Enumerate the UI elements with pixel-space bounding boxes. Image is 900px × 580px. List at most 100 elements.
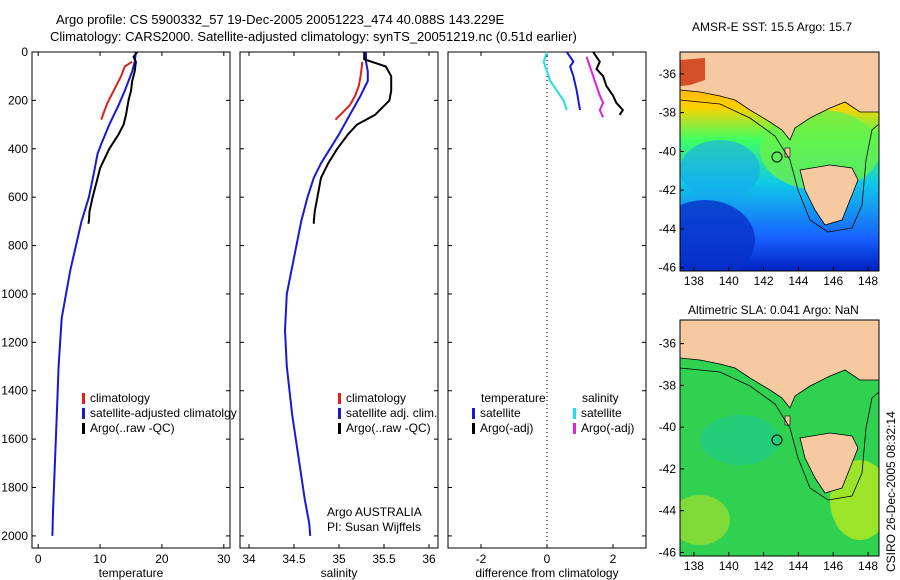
y-tick-label: 800 (8, 239, 28, 253)
legend-label: satellite adj. clim. (346, 406, 438, 420)
lat-tick-label: -36 (659, 67, 677, 81)
shelf-contour (680, 99, 879, 233)
shelf-contour-2 (680, 367, 879, 501)
legend-swatch-black (472, 423, 475, 434)
lon-tick-label: 138 (684, 559, 704, 573)
y-tick-label: 1400 (1, 384, 28, 398)
mainland-land-2 (680, 320, 879, 409)
lon-tick-label: 146 (823, 274, 843, 288)
lat-tick-label: -36 (659, 337, 677, 351)
lon-tick-label: 138 (684, 274, 704, 288)
x-tick-label: 34 (242, 552, 256, 566)
legend-label: Argo(-adj) (480, 421, 534, 435)
y-tick-label: 200 (8, 93, 28, 107)
tasmania-land (799, 164, 859, 226)
sst-cool-patch (680, 200, 755, 271)
lat-tick-label: -46 (659, 545, 677, 559)
lat-tick-label: -44 (659, 504, 677, 518)
legend-label: climatology (346, 391, 407, 405)
lat-tick-label: -40 (659, 144, 677, 158)
sla-map (680, 320, 879, 556)
legend-label: satellite-adjusted climatolgy (90, 406, 237, 420)
difference-temp-header: temperature (481, 391, 546, 405)
legend-label: climatology (90, 391, 151, 405)
lon-tick-label: 148 (858, 559, 878, 573)
legend-item-climatology: climatology (338, 391, 437, 406)
argo-note-line2: PI: Susan Wijffels (327, 520, 421, 534)
lat-tick-label: -42 (659, 462, 677, 476)
series-line-salinity-argo-adj- (585, 56, 605, 118)
lat-tick-label: -38 (659, 106, 677, 120)
legend-item-sal-argo: Argo(-adj) (573, 421, 634, 436)
legend-label: Argo(-adj) (581, 421, 635, 435)
sst-mid-patch (680, 140, 760, 200)
sla-teal-patch (700, 415, 780, 465)
legend-item-temp-satellite: satellite (472, 406, 546, 421)
csiro-timestamp: CSIRO 26-Dec-2005 08:32:14 (884, 411, 898, 572)
legend-swatch-blue (82, 408, 85, 419)
float-position-marker (771, 151, 783, 163)
legend-swatch-magenta (573, 423, 576, 434)
y-tick-label: 1800 (1, 481, 28, 495)
series-line-argo-raw-qc- (312, 52, 393, 224)
series-line-climatology (334, 61, 364, 121)
sla-yellow-patch-2 (680, 495, 730, 545)
x-tick-label: 10 (93, 552, 107, 566)
lon-tick-label: 146 (823, 559, 843, 573)
lon-tick-label: 144 (788, 559, 808, 573)
argo-note: Argo AUSTRALIA PI: Susan Wijffels (327, 505, 422, 535)
y-tick-label: 0 (21, 45, 28, 59)
legend-label: satellite (480, 406, 521, 420)
legend-label: Argo(..raw -QC) (90, 421, 175, 435)
lon-tick-label: 142 (754, 274, 774, 288)
lon-tick-label: 148 (858, 274, 878, 288)
x-tick-label: 20 (155, 552, 169, 566)
legend-item-satellite: satellite-adjusted climatolgy (82, 406, 237, 421)
difference-sal-header: salinity (582, 391, 619, 405)
x-axis-label: difference from climatology (475, 566, 618, 580)
lon-tick-label: 140 (719, 559, 739, 573)
x-axis-label: temperature (99, 566, 164, 580)
legend-label: Argo(..raw -QC) (346, 421, 431, 435)
sst-map (680, 52, 879, 271)
legend-item-argo: Argo(..raw -QC) (338, 421, 437, 436)
mainland-land (680, 52, 879, 141)
sst-map-frame (679, 51, 880, 272)
legend-swatch-red (338, 393, 341, 404)
sla-map-title: Altimetric SLA: 0.041 Argo: NaN (688, 303, 859, 317)
legend-item-climatology: climatology (82, 391, 237, 406)
argo-note-line1: Argo AUSTRALIA (327, 505, 422, 519)
temperature-legend: climatology satellite-adjusted climatolg… (82, 391, 237, 436)
profile-title-line1: Argo profile: CS 5900332_57 19-Dec-2005 … (56, 12, 505, 27)
lat-tick-label: -46 (659, 261, 677, 275)
difference-sal-legend: salinity satellite Argo(-adj) (573, 391, 634, 436)
tasmania-land-2 (799, 432, 859, 494)
sst-coast-hot (680, 58, 705, 86)
series-line-temperature-argo-adj- (592, 51, 624, 116)
legend-swatch-cyan (573, 408, 576, 419)
temperature-plot-frame (31, 51, 231, 549)
y-tick-label: 600 (8, 190, 28, 204)
x-tick-label: 2 (610, 552, 617, 566)
sla-map-frame (679, 319, 880, 557)
x-tick-label: -2 (476, 552, 487, 566)
x-tick-label: 34.5 (282, 552, 306, 566)
legend-item-argo: Argo(..raw -QC) (82, 421, 237, 436)
legend-swatch-red (82, 393, 85, 404)
profile-title-line2: Climatology: CARS2000. Satellite-adjuste… (50, 29, 577, 44)
lon-tick-label: 144 (788, 274, 808, 288)
series-line-argo-raw-qc- (87, 51, 138, 225)
x-tick-label: 0 (544, 552, 551, 566)
legend-swatch-blue (472, 408, 475, 419)
legend-swatch-black (82, 423, 85, 434)
x-tick-label: 35 (332, 552, 346, 566)
y-tick-label: 2000 (1, 529, 28, 543)
legend-swatch-black (338, 423, 341, 434)
series-line-satellite-adj-clim- (284, 52, 369, 536)
y-tick-label: 1600 (1, 432, 28, 446)
sst-map-title: AMSR-E SST: 15.5 Argo: 15.7 (692, 20, 853, 34)
float-position-marker-2 (771, 434, 783, 446)
series-line-satellite-adjusted-climatology (51, 51, 137, 536)
x-tick-label: 36 (422, 552, 436, 566)
